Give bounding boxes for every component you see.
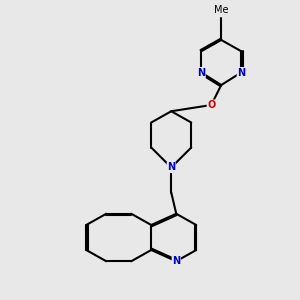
Text: N: N [172, 256, 180, 266]
Text: N: N [237, 68, 245, 77]
Text: N: N [197, 68, 205, 77]
Text: O: O [207, 100, 215, 110]
Text: N: N [167, 163, 175, 172]
Text: Me: Me [214, 5, 229, 15]
